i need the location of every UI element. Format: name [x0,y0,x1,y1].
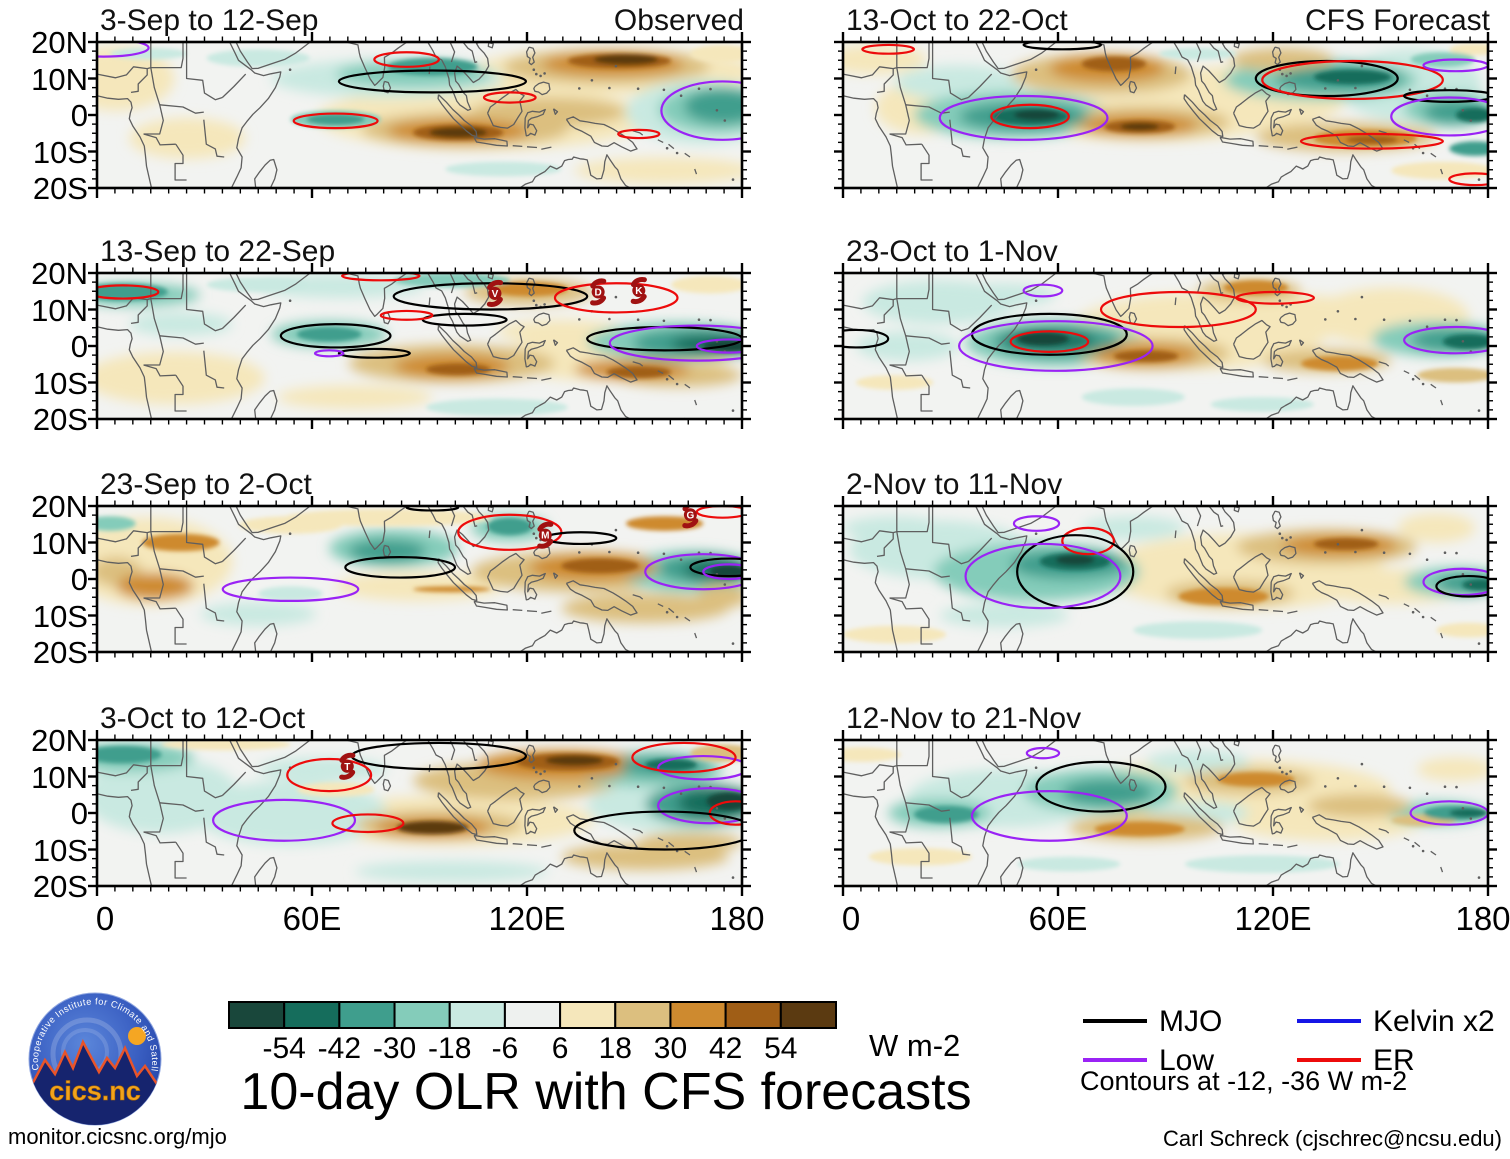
svg-text:M: M [541,531,549,542]
panel-title: 3-Sep to 12-Sep [100,4,319,37]
y-axis-label: 10N [31,759,88,795]
legend-line-kelvin-x2 [1297,1019,1361,1023]
tropical-cyclone-icon: K [630,276,647,305]
tropical-cyclone-icon: T [339,752,356,780]
colorbar-tick-label: -54 [262,1032,306,1065]
y-axis-label: 20N [31,489,88,524]
y-axis-label: 0 [70,562,88,597]
panel-title: 23-Oct to 1-Nov [846,235,1058,268]
contour-note: Contours at -12, -36 W m-2 [1080,1066,1408,1096]
colorbar-tick-label: -18 [428,1032,472,1065]
x-axis-label: 120E [1234,900,1312,937]
colorbar-tick-label: 42 [708,1032,743,1065]
panel-title: 23-Sep to 2-Oct [100,468,312,501]
colorbar-tick-label: -6 [491,1032,519,1065]
legend-label: ER [1373,1044,1415,1077]
tropical-cyclone-icon: D [590,278,607,306]
y-axis-label: 20N [31,25,88,60]
y-axis-label: 20S [32,171,88,206]
panel-type-label: CFS Forecast [1304,4,1490,37]
y-axis-label: 0 [70,796,88,831]
panel-title: 13-Sep to 22-Sep [100,235,336,268]
x-axis-label: 180 [1455,900,1510,937]
y-axis-label: 10S [32,365,88,401]
y-axis-label: 10S [32,598,88,634]
legend-line-mjo [1083,1019,1147,1023]
y-axis-label: 0 [70,329,88,364]
svg-text:D: D [595,287,602,298]
colorbar-unit-label: W m-2 [869,1028,961,1063]
colorbar-tick-label: -42 [317,1032,362,1065]
map-plot [88,32,751,198]
x-axis-label: 120E [488,900,566,937]
panel-type-label: Observed [613,4,744,37]
colorbar-tick-label: 30 [653,1032,688,1065]
colorbar-tick-label: -30 [372,1032,417,1065]
y-axis-label: 10N [31,61,88,97]
y-axis-label: 10N [31,292,88,328]
panel-title: 3-Oct to 12-Oct [100,702,306,735]
y-axis-label: 10N [31,525,88,561]
tropical-cyclone-icon: V [486,279,504,307]
y-axis-label: 20N [31,256,88,291]
legend-line-er [1297,1058,1361,1062]
y-axis-label: 10S [32,832,88,868]
logo-wordmark: cics.nc [49,1076,141,1106]
y-axis-label: 0 [70,98,88,133]
colorbar-tick-label: 6 [551,1032,569,1065]
x-axis-label: 0 [95,900,115,937]
x-axis-label: 60E [282,900,342,937]
panel-title: 2-Nov to 11-Nov [846,468,1063,501]
map-plot [834,263,1497,429]
x-axis-label: 180 [709,900,765,937]
x-axis-label: 60E [1028,900,1088,937]
legend-line-low [1083,1058,1147,1062]
y-axis-label: 20S [32,635,88,670]
y-axis-label: 10S [32,134,88,170]
map-plot: MG [88,496,751,662]
legend-label: MJO [1159,1005,1223,1038]
panel-title: 13-Oct to 22-Oct [846,4,1068,37]
author-credit: Carl Schreck (cjschrec@ncsu.edu) [1163,1126,1502,1151]
panel-title: 12-Nov to 21-Nov [846,702,1082,735]
colorbar [228,1001,837,1029]
svg-text:G: G [687,510,695,521]
legend-label: Low [1159,1044,1215,1077]
svg-text:K: K [635,286,643,297]
y-axis-label: 20S [32,869,88,904]
map-plot [834,496,1497,662]
figure-title: 10-day OLR with CFS forecasts [240,1063,972,1121]
map-plot: T [88,730,751,896]
legend-label: Kelvin x2 [1373,1005,1495,1038]
map-plot [834,32,1497,198]
colorbar-tick-label: 54 [764,1032,798,1065]
map-plot [834,730,1497,896]
y-axis-label: 20S [32,402,88,437]
x-axis-label: 0 [841,900,861,937]
y-axis-label: 20N [31,723,88,758]
monitor-url: monitor.cicsnc.org/mjo [8,1124,227,1149]
cicsnc-logo: Cooperative Institute for Climate and Sa… [25,988,162,1126]
tropical-cyclone-icon: G [682,506,699,529]
colorbar-tick-label: 18 [598,1032,632,1065]
tropical-cyclone-icon: M [537,521,554,549]
logo-sun-icon [128,1027,146,1045]
svg-text:V: V [492,289,499,300]
svg-text:T: T [344,762,350,773]
